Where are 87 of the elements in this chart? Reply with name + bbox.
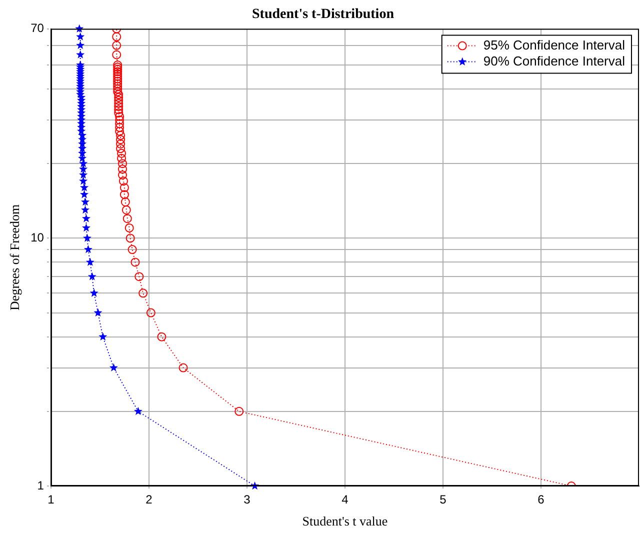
point — [113, 82, 122, 91]
x-tick-label: 4 — [342, 492, 349, 507]
y-tick-label: 1 — [37, 478, 44, 492]
point — [114, 90, 124, 100]
point — [113, 62, 122, 72]
point — [113, 76, 122, 86]
point — [157, 332, 166, 342]
legend-label: 95% Confidence Interval — [483, 37, 626, 52]
point — [80, 205, 90, 214]
point — [113, 74, 122, 84]
point — [113, 84, 122, 94]
point — [118, 164, 127, 174]
point — [118, 176, 128, 186]
point — [113, 79, 122, 88]
point — [94, 308, 102, 316]
point — [126, 234, 135, 243]
x-tick-label: 1 — [48, 492, 55, 507]
y-axis-title: Degrees of Freedom — [7, 204, 22, 310]
point — [120, 183, 129, 192]
point — [82, 234, 92, 242]
point — [134, 272, 144, 282]
point — [178, 363, 188, 372]
point — [80, 183, 89, 192]
point — [80, 198, 90, 206]
point — [76, 50, 85, 58]
point — [79, 170, 88, 179]
point — [116, 135, 126, 144]
point — [79, 164, 88, 173]
point — [109, 363, 118, 372]
point — [84, 245, 92, 254]
point — [128, 245, 137, 254]
legend-label: 90% Confidence Interval — [483, 53, 626, 68]
point — [114, 92, 124, 102]
x-tick-label: 6 — [538, 492, 545, 507]
point — [79, 176, 88, 185]
point — [76, 32, 85, 40]
point — [115, 122, 124, 132]
point — [113, 60, 122, 70]
point — [113, 64, 122, 74]
point — [112, 32, 122, 42]
point — [116, 130, 126, 140]
x-tick-label: 5 — [440, 492, 447, 507]
point — [124, 223, 134, 232]
point — [112, 50, 122, 60]
point — [120, 198, 130, 206]
point — [146, 308, 156, 318]
point — [82, 214, 91, 222]
x-tick-label: 3 — [244, 492, 251, 507]
point — [115, 126, 124, 136]
point — [114, 96, 124, 105]
point — [116, 139, 126, 148]
point — [113, 72, 122, 81]
point — [82, 223, 91, 232]
point — [112, 40, 122, 50]
point — [114, 102, 124, 112]
point — [117, 148, 126, 158]
point — [120, 190, 129, 200]
chart-title: Student's t-Distribution — [252, 7, 394, 22]
point — [117, 154, 126, 163]
point — [114, 108, 124, 118]
point — [80, 190, 89, 198]
y-tick-label: 10 — [30, 230, 44, 245]
point — [113, 67, 122, 76]
point — [115, 119, 124, 128]
point — [116, 144, 126, 154]
point — [115, 115, 124, 124]
point — [115, 112, 124, 121]
point — [130, 258, 140, 267]
x-tick-label: 2 — [146, 492, 153, 507]
y-tick-label: 70 — [30, 21, 44, 36]
point — [122, 205, 131, 214]
point — [98, 332, 108, 340]
point — [113, 69, 122, 78]
point — [113, 87, 122, 96]
point — [138, 288, 148, 298]
point — [114, 105, 124, 114]
x-axis-title: Student's t value — [302, 514, 388, 529]
point — [134, 406, 142, 416]
point — [90, 288, 98, 297]
point — [118, 159, 127, 168]
point — [88, 272, 96, 280]
point — [76, 40, 85, 50]
point — [122, 214, 132, 224]
point — [234, 406, 244, 416]
point — [114, 98, 124, 108]
point — [118, 170, 127, 180]
point — [86, 258, 94, 266]
